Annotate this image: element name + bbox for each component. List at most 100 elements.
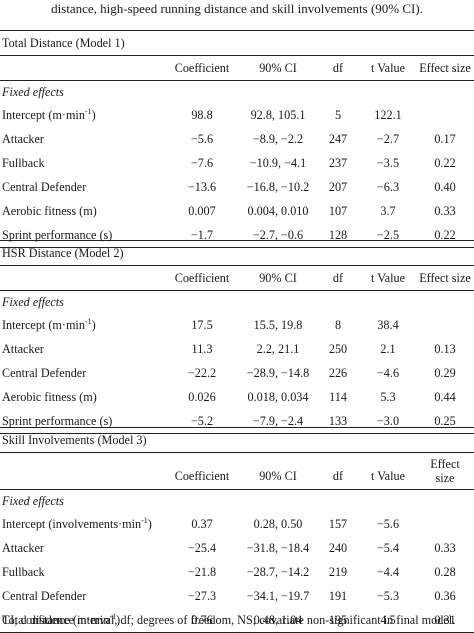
row-label: Intercept (m·min-1) <box>2 103 96 127</box>
t-value-cell: −5.6 <box>376 517 400 531</box>
row-label: Attacker <box>2 536 44 560</box>
row-label-end: ) <box>91 318 96 332</box>
ci-cell: −8.9, −2.2 <box>252 132 304 146</box>
model-3-section: Skill Involvements (Model 3) Coefficient… <box>0 427 474 633</box>
t-value-cell: −2.7 <box>376 132 400 146</box>
ci-cell: −31.8, −18.4 <box>246 541 310 555</box>
model-title: Total Distance (Model 1) <box>0 30 474 56</box>
header-coefficient: Coefficient <box>174 469 230 483</box>
header-t-value: t Value <box>371 469 405 483</box>
row-label-text: Central Defender <box>2 180 87 194</box>
row-label-text: Intercept (m·min <box>2 318 85 332</box>
ci-cell: 0.018, 0.034 <box>247 390 309 404</box>
header-coefficient: Coefficient <box>174 61 230 75</box>
table-row: Attacker −5.6 −8.9, −2.2 247 −2.7 0.17 <box>0 127 474 151</box>
row-label: Intercept (m·min-1) <box>2 313 96 337</box>
row-label-text: Total distance (m·min <box>2 613 110 627</box>
effect-size-cell: 0.36 <box>434 589 456 603</box>
header-row: Coefficient 90% CI df t Value Effect siz… <box>0 266 474 291</box>
header-coefficient: Coefficient <box>174 271 230 285</box>
header-df: df <box>332 61 344 75</box>
ci-cell: 0.28, 0.50 <box>253 517 303 531</box>
t-value-cell: −4.6 <box>376 366 400 380</box>
table-row: Central Defender −27.3 −34.1, −19.7 191 −5.3… <box>0 584 474 608</box>
coefficient-cell: −5.6 <box>190 132 214 146</box>
df-cell: 8 <box>334 318 342 332</box>
unit-superscript: -1 <box>84 107 92 116</box>
header-row: Coefficient 90% CI df t Value Effect siz… <box>0 56 474 81</box>
df-cell: 114 <box>329 390 347 404</box>
effect-size-cell: 0.33 <box>434 204 456 218</box>
row-label-text: Aerobic fitness (m) <box>2 390 97 404</box>
t-value-cell: 122.1 <box>374 108 402 122</box>
table-row: Attacker 11.3 2.2, 21.1 250 2.1 0.13 <box>0 337 474 361</box>
ci-cell: −10.9, −4.1 <box>249 156 307 170</box>
row-label-text: Fullback <box>2 565 45 579</box>
ci-cell: −2.7, −0.6 <box>252 228 304 242</box>
header-effect-line2: size <box>435 471 455 485</box>
t-value-cell: 3.7 <box>380 204 396 218</box>
row-label-end: ) <box>147 517 152 531</box>
row-label: Sprint performance (s) <box>2 409 112 433</box>
table-row: Intercept (involvements·min-1) 0.37 0.28, … <box>0 512 474 536</box>
ci-cell: 92.8, 105.1 <box>250 108 306 122</box>
coefficient-cell: 0.76 <box>191 613 213 627</box>
row-label-text: Aerobic fitness (m) <box>2 204 97 218</box>
df-cell: 237 <box>328 156 348 170</box>
df-cell: 107 <box>328 204 348 218</box>
unit-superscript: -1 <box>109 612 117 621</box>
row-label: Central Defender <box>2 175 86 199</box>
t-value-cell: 5.3 <box>380 390 396 404</box>
coefficient-cell: 0.007 <box>188 204 216 218</box>
ci-cell: 15.5, 19.8 <box>253 318 303 332</box>
df-cell: 128 <box>328 228 348 242</box>
coefficient-cell: 11.3 <box>191 342 213 356</box>
row-label: Fullback <box>2 560 45 584</box>
table-row: Sprint performance (s) −5.2 −7.9, −2.4 133 −… <box>0 409 474 433</box>
header-effect-line1: Effect <box>430 457 460 471</box>
ci-cell: 0.48, 1.04 <box>253 613 303 627</box>
coefficient-cell: 0.026 <box>188 390 216 404</box>
table-row: Fullback −21.8 −28.7, −14.2 219 −4.4 0.28 <box>0 560 474 584</box>
row-label: Total distance (m·min-1) <box>2 608 120 632</box>
ci-cell: −28.7, −14.2 <box>246 565 310 579</box>
df-cell: 191 <box>328 589 348 603</box>
df-cell: 247 <box>328 132 348 146</box>
table-row: Aerobic fitness (m) 0.026 0.018, 0.034 114 5… <box>0 385 474 409</box>
t-value-cell: −2.5 <box>376 228 400 242</box>
ci-cell: 2.2, 21.1 <box>256 342 300 356</box>
ci-cell: −16.8, −10.2 <box>246 180 310 194</box>
header-ci: 90% CI <box>259 469 297 483</box>
row-label: Aerobic fitness (m) <box>2 385 97 409</box>
header-ci: 90% CI <box>259 61 297 75</box>
table-row: Central Defender −13.6 −16.8, −10.2 207 −6.3… <box>0 175 474 199</box>
model-2-section: HSR Distance (Model 2) Coefficient 90% C… <box>0 240 474 434</box>
df-cell: 226 <box>328 366 348 380</box>
coefficient-cell: −1.7 <box>190 228 214 242</box>
t-value-cell: −4.4 <box>376 565 400 579</box>
header-t-value: t Value <box>371 61 405 75</box>
effect-size-cell: 0.25 <box>434 414 456 428</box>
table-row: Central Defender −22.2 −28.9, −14.8 226 −4.6… <box>0 361 474 385</box>
t-value-cell: −3.5 <box>376 156 400 170</box>
header-ci: 90% CI <box>259 271 297 285</box>
row-label-text: Intercept (m·min <box>2 108 85 122</box>
effect-size-cell: 0.13 <box>434 342 456 356</box>
df-cell: 5 <box>334 108 342 122</box>
table-caption: distance, high-speed running distance an… <box>51 1 423 16</box>
coefficient-cell: 17.5 <box>191 318 213 332</box>
coefficient-cell: 98.8 <box>191 108 213 122</box>
header-df: df <box>332 271 344 285</box>
coefficient-cell: −13.6 <box>187 180 217 194</box>
t-value-cell: −5.4 <box>376 541 400 555</box>
row-label: Attacker <box>2 337 44 361</box>
row-label: Intercept (involvements·min-1) <box>2 512 152 536</box>
ci-cell: 0.004, 0.010 <box>247 204 309 218</box>
row-label: Attacker <box>2 127 44 151</box>
table-row: Sprint performance (s) −1.7 −2.7, −0.6 128 −… <box>0 223 474 247</box>
row-label-text: Intercept (involvements·min <box>2 517 142 531</box>
effect-size-cell: 0.28 <box>434 565 456 579</box>
effect-size-cell: 0.33 <box>434 541 456 555</box>
row-label: Fullback <box>2 151 45 175</box>
effect-size-cell: 0.29 <box>434 366 456 380</box>
